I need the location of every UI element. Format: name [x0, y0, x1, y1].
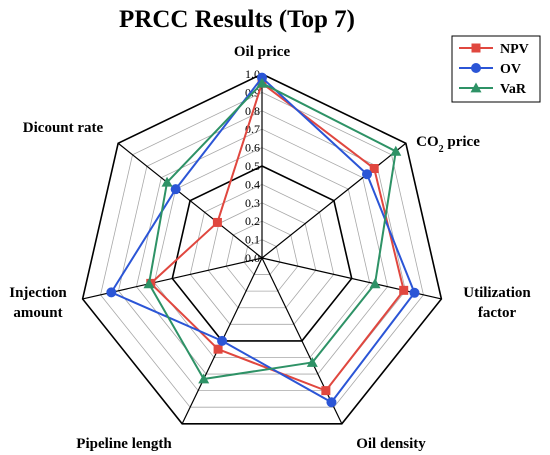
data-point: [256, 77, 268, 88]
grid-ring: [189, 183, 335, 325]
grid-ring: [207, 202, 317, 309]
data-series: [106, 72, 420, 408]
axis-spoke: [261, 257, 343, 425]
legend-label: OV: [500, 62, 521, 77]
series-line: [149, 82, 405, 392]
grid-ring: [171, 165, 353, 342]
radar-grid: [81, 73, 443, 425]
data-point: [306, 356, 318, 367]
data-point: [217, 335, 228, 346]
tick-label: 1.0: [245, 67, 260, 81]
axis-spoke: [261, 142, 407, 259]
axis-label: Utilization factor: [463, 285, 531, 321]
grid-ring: [225, 220, 299, 292]
legend-marker: [471, 63, 481, 73]
data-point: [161, 176, 173, 187]
grid-ring: [81, 73, 443, 425]
data-point: [369, 164, 379, 174]
data-point: [170, 184, 181, 195]
data-point: [106, 287, 117, 298]
data-point: [257, 72, 267, 83]
axis-labels: Oil price CO2 price Utilization factor Oil d…: [9, 44, 531, 452]
tick-label: 0.6: [245, 141, 260, 155]
legend-marker: [470, 82, 482, 93]
series-var: [143, 77, 402, 384]
data-point: [369, 278, 381, 289]
data-point: [212, 217, 222, 227]
series-ov: [106, 72, 420, 408]
data-point: [326, 397, 337, 408]
series-line: [147, 82, 397, 381]
tick-label: 0.3: [245, 196, 260, 210]
data-point: [399, 285, 409, 295]
data-point: [198, 373, 210, 384]
axis-label: Oil density: [356, 436, 426, 452]
data-point: [390, 145, 402, 156]
legend: NPV OV VaR: [451, 35, 541, 103]
grid-ring: [118, 110, 406, 392]
grid-ring: [100, 91, 424, 408]
data-point: [409, 287, 420, 298]
tick-label: 0.0: [245, 251, 260, 265]
grid-ring: [153, 147, 371, 358]
tick-label: 0.1: [245, 233, 260, 247]
legend-item-npv: NPV: [459, 42, 529, 57]
chart-title: PRCC Results (Top 7): [119, 6, 355, 33]
axis-spoke: [117, 142, 263, 259]
data-point: [321, 386, 331, 396]
axis-label: Injection amount: [9, 285, 67, 321]
grid-ring: [135, 128, 389, 375]
data-point: [143, 278, 155, 289]
axis-label: CO2 price: [416, 134, 480, 155]
series-line: [110, 76, 416, 404]
axis-label: Dicount rate: [23, 120, 104, 136]
tick-label: 0.2: [245, 214, 260, 228]
tick-label: 0.5: [245, 159, 260, 173]
data-point: [213, 344, 223, 354]
axis-label: Oil price: [234, 44, 291, 60]
legend-label: VaR: [500, 82, 527, 97]
legend-marker: [471, 43, 481, 53]
legend-label: NPV: [500, 42, 529, 57]
axis-label: Pipeline length: [76, 436, 172, 452]
legend-item-var: VaR: [459, 82, 527, 97]
data-point: [362, 169, 373, 180]
legend-item-ov: OV: [459, 62, 521, 77]
tick-label: 0.4: [245, 177, 260, 191]
grid-ring: [243, 239, 281, 275]
